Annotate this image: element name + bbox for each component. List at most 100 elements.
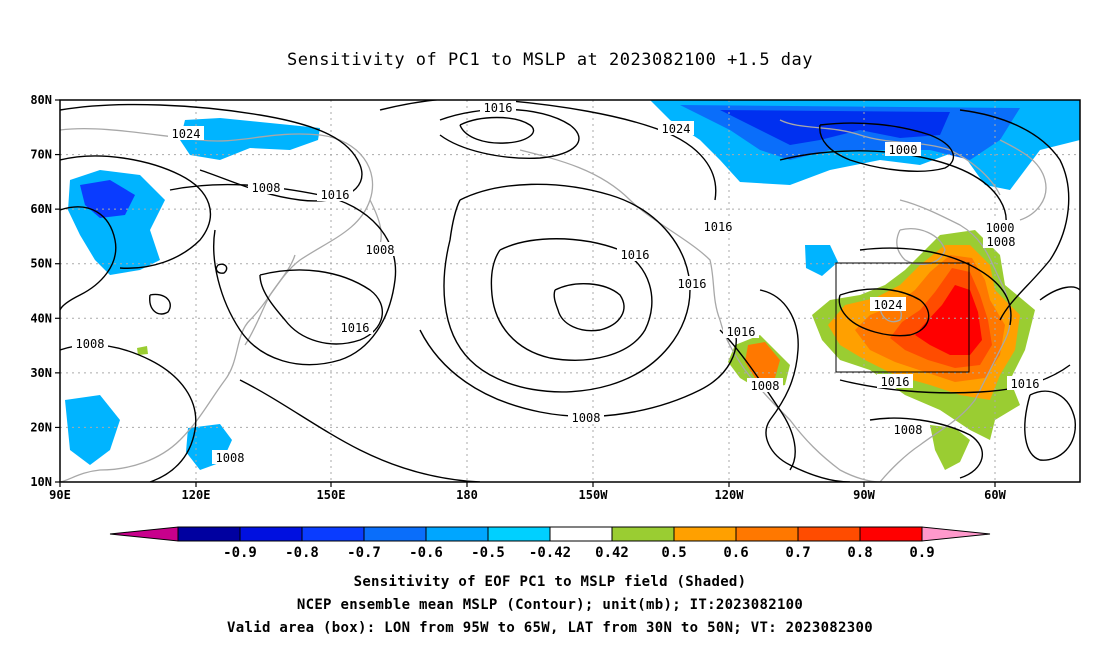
contour-label-bg — [617, 247, 653, 261]
colorbar-swatch — [363, 526, 427, 542]
contour-label: 1016 — [321, 188, 350, 202]
pos-shade-caribbean — [930, 425, 970, 470]
contour-label: 1000 — [889, 143, 918, 157]
valid-area-box — [835, 262, 970, 373]
contour-label: 1024 — [874, 298, 903, 312]
colorbar-label: -0.7 — [347, 545, 381, 561]
colorbar-swatch — [611, 526, 675, 542]
lon-tick-label: 150E — [317, 488, 346, 502]
colorbar-swatch — [425, 526, 489, 542]
colorbar-high-triangle — [921, 526, 991, 542]
neg-shade-europe — [180, 118, 320, 160]
colorbar-label: 0.9 — [909, 545, 934, 561]
colorbar-low-triangle — [109, 526, 179, 542]
lon-tick-label: 180 — [456, 488, 478, 502]
lat-tick-label: 80N — [30, 93, 52, 107]
caption-valid-area: Valid area (box): LON from 95W to 65W, L… — [227, 620, 873, 636]
colorbar-label: 0.6 — [723, 545, 748, 561]
colorbar-swatch — [487, 526, 551, 542]
contour-label-bg — [674, 276, 710, 290]
contour-label-bg — [885, 142, 921, 156]
contour-label-bg — [983, 234, 1019, 248]
map-title: Sensitivity of PC1 to MSLP at 2023082100… — [286, 50, 813, 70]
colorbar-swatch — [673, 526, 737, 542]
contour-label-bg — [168, 126, 204, 140]
contour-label: 1016 — [704, 220, 733, 234]
colorbar-label: -0.6 — [409, 545, 443, 561]
lat-tick-label: 60N — [30, 202, 52, 216]
contour-label: 1024 — [662, 122, 691, 136]
caption-contour: NCEP ensemble mean MSLP (Contour); unit(… — [296, 597, 804, 613]
contour-label: 1008 — [216, 451, 245, 465]
contour-label: 1024 — [172, 127, 201, 141]
lon-tick-label: 150W — [579, 488, 609, 502]
caption-shaded: Sensitivity of EOF PC1 to MSLP field (Sh… — [353, 574, 747, 590]
contour-label-bg — [248, 180, 284, 194]
colorbar-swatch — [859, 526, 923, 542]
contour-label: 1016 — [881, 375, 910, 389]
colorbar-label: -0.5 — [471, 545, 505, 561]
lat-tick-label: 10N — [30, 475, 52, 489]
contour-label-bg — [480, 100, 516, 114]
colorbar-label: -0.9 — [223, 545, 257, 561]
lat-tick-label: 70N — [30, 148, 52, 162]
contour-label-bg — [317, 187, 353, 201]
contour-label: 1016 — [727, 325, 756, 339]
lon-tick-label: 120W — [715, 488, 745, 502]
contour-label: 1016 — [621, 248, 650, 262]
colorbar-swatch — [177, 526, 241, 542]
colorbar-swatch — [301, 526, 365, 542]
coast-hudson — [896, 228, 946, 265]
colorbar-label: -0.8 — [285, 545, 319, 561]
coast-greenland — [999, 139, 1047, 221]
lon-tick-label: 60W — [984, 488, 1006, 502]
contour-label-bg — [870, 297, 906, 311]
coast-europe-asia — [60, 128, 374, 482]
contour-label: 1008 — [76, 337, 105, 351]
contour-label-bg — [568, 410, 604, 424]
contour-label: 1016 — [678, 277, 707, 291]
contour-label-bg — [982, 220, 1018, 234]
coastlines — [60, 119, 1047, 482]
pos-shade-small — [137, 346, 148, 355]
lat-tick-label: 50N — [30, 257, 52, 271]
neg-shade-china — [65, 395, 120, 465]
contour-labels: 1024 1008 1016 1008 1016 1008 1008 1016 1024 1016… — [72, 100, 1043, 465]
contour-label-bg — [747, 378, 783, 392]
pos-shade-mexico-inner — [745, 342, 780, 378]
lat-tick-label: 30N — [30, 366, 52, 380]
contour-label-bg — [362, 242, 398, 256]
contour-label-bg — [658, 121, 694, 135]
contour-label: 1000 — [986, 221, 1015, 235]
lat-tick-label: 20N — [30, 420, 52, 434]
colorbar-swatch — [735, 526, 799, 542]
contour-label-bg — [1007, 376, 1043, 390]
contour-label: 1016 — [341, 321, 370, 335]
sensitivity-shading — [65, 100, 1080, 470]
plot-frame — [59, 99, 1081, 483]
contour-label: 1008 — [751, 379, 780, 393]
contour-label: 1008 — [366, 243, 395, 257]
colorbar: -0.9 -0.8 -0.7 -0.6 -0.5 -0.42 0.42 0.5 0.6 0.7 0.… — [109, 526, 991, 561]
colorbar-label: -0.42 — [529, 545, 571, 561]
coast-north-america-west — [719, 319, 881, 482]
colorbar-swatch — [797, 526, 861, 542]
colorbar-label: 0.7 — [785, 545, 810, 561]
coast-japan — [244, 254, 296, 346]
coast-alaska — [519, 149, 721, 321]
contour-label-bg — [890, 422, 926, 436]
colorbar-swatch — [239, 526, 303, 542]
colorbar-label: 0.42 — [595, 545, 629, 561]
neg-shade-siberia-core — [80, 180, 135, 218]
coast-north-america-east — [879, 199, 1012, 482]
contour-label: 1016 — [484, 101, 513, 115]
neg-shade-alaska — [805, 245, 838, 276]
lat-tick-label: 40N — [30, 311, 52, 325]
contour-label: 1008 — [572, 411, 601, 425]
colorbar-label: 0.8 — [847, 545, 872, 561]
lon-tick-label: 90W — [853, 488, 875, 502]
contour-label: 1008 — [894, 423, 923, 437]
pos-shade-red — [915, 285, 982, 355]
lon-tick-label: 90E — [49, 488, 71, 502]
